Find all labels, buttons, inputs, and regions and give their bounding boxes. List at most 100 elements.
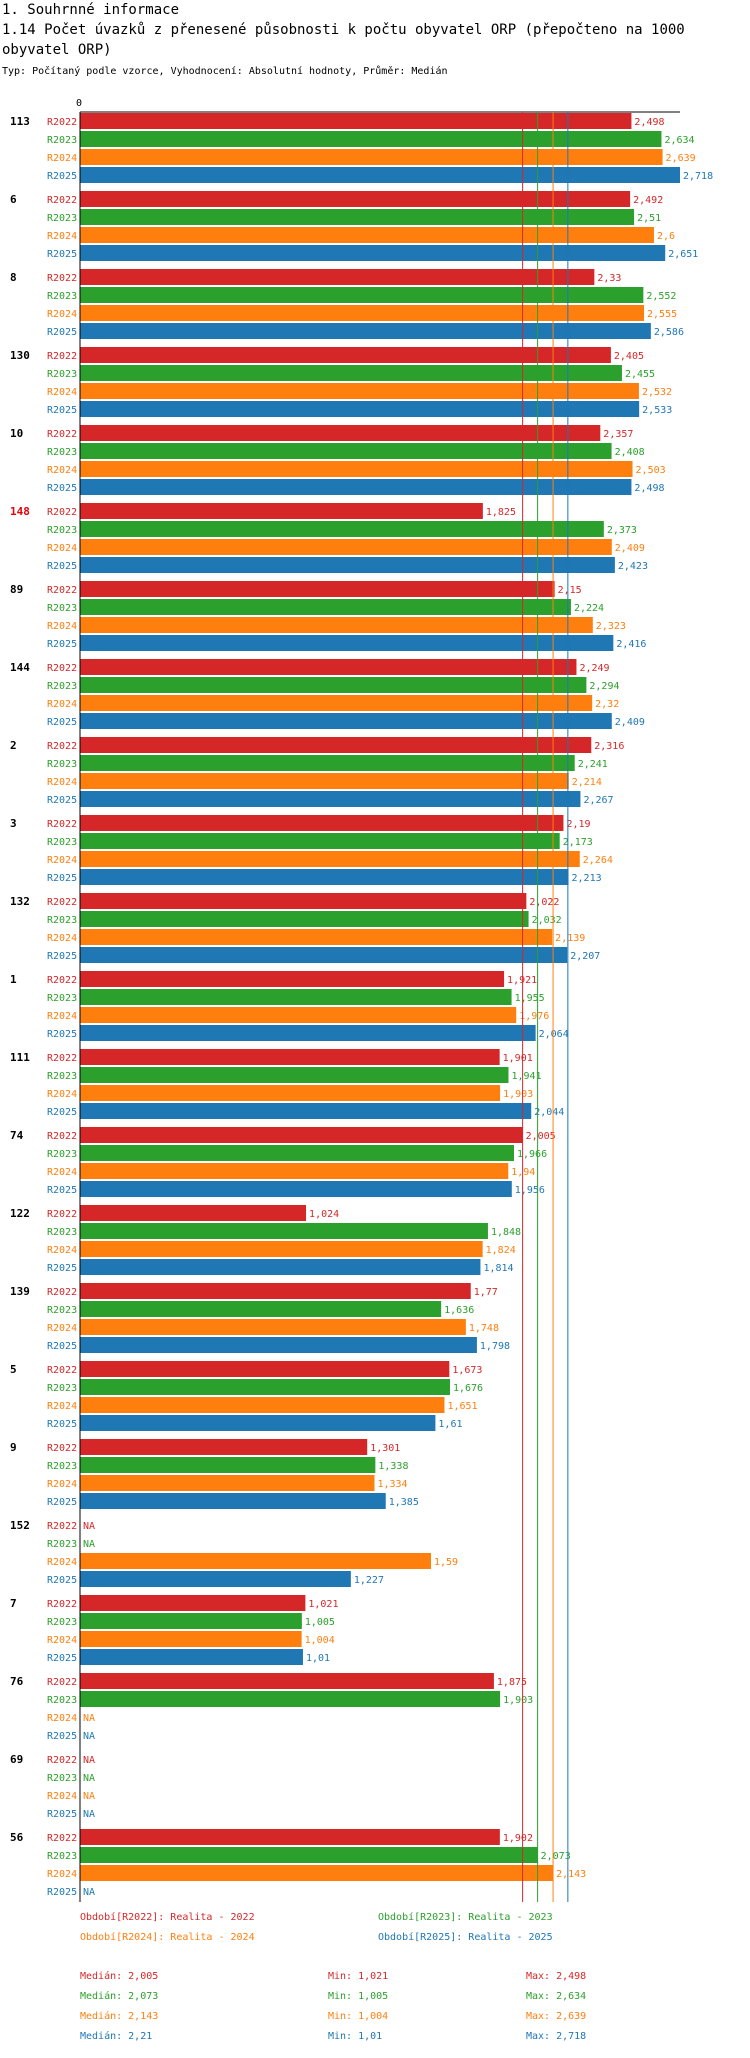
bar-R2025	[80, 791, 581, 807]
series-name-label: R2022	[47, 507, 77, 518]
value-label: 1,385	[389, 1497, 419, 1508]
value-label: 2,15	[558, 585, 582, 596]
bar-R2025	[80, 323, 651, 339]
value-label: 2,405	[614, 351, 644, 362]
series-name-label: R2025	[47, 1029, 77, 1040]
bar-R2025	[80, 1571, 351, 1587]
series-name-label: R2022	[47, 1833, 77, 1844]
bar-R2022	[80, 1205, 307, 1221]
bar-R2023	[80, 755, 575, 771]
category-label: 8	[10, 271, 17, 284]
value-label: 2,073	[541, 1851, 571, 1862]
value-label: 2,6	[657, 231, 675, 242]
series-name-label: R2022	[47, 351, 77, 362]
series-name-label: R2023	[47, 681, 77, 692]
series-name-label: R2023	[47, 1773, 77, 1784]
bar-R2025	[80, 713, 612, 729]
bar-R2025	[80, 479, 632, 495]
value-label: NA	[83, 1809, 95, 1820]
series-name-label: R2022	[47, 585, 77, 596]
series-name-label: R2025	[47, 873, 77, 884]
value-label: 2,416	[616, 639, 646, 650]
value-label: 1,848	[491, 1227, 521, 1238]
value-label: 1,901	[503, 1053, 533, 1064]
series-name-label: R2023	[47, 1851, 77, 1862]
stat-median: Medián: 2,005	[80, 1970, 158, 1982]
stat-max: Max: 2,498	[526, 1971, 586, 1982]
series-name-label: R2023	[47, 447, 77, 458]
series-name-label: R2022	[47, 1443, 77, 1454]
bar-R2023	[80, 989, 512, 1005]
bar-R2022	[80, 113, 632, 129]
bar-R2024	[80, 539, 612, 555]
stat-max: Max: 2,634	[526, 1991, 586, 2002]
bar-R2024	[80, 929, 553, 945]
value-label: 2,51	[637, 213, 661, 224]
bar-R2023	[80, 833, 560, 849]
value-label: 2,264	[583, 855, 613, 866]
category-label: 1	[10, 973, 17, 986]
value-label: 2,555	[647, 309, 677, 320]
bar-R2023	[80, 1067, 509, 1083]
bar-R2023	[80, 131, 662, 147]
value-label: 1,636	[444, 1305, 474, 1316]
stat-max: Max: 2,639	[526, 2011, 586, 2022]
value-label: 2,634	[664, 135, 694, 146]
value-label: 2,207	[570, 951, 600, 962]
series-name-label: R2022	[47, 1599, 77, 1610]
value-label: 1,941	[511, 1071, 541, 1082]
section-heading: 1. Souhrnné informace	[2, 2, 180, 18]
value-label: 1,903	[503, 1695, 533, 1706]
bar-R2022	[80, 581, 555, 597]
axis-zero-label: 0	[76, 98, 82, 109]
value-label: 2,241	[578, 759, 608, 770]
series-name-label: R2023	[47, 993, 77, 1004]
bar-R2024	[80, 1085, 501, 1101]
series-name-label: R2024	[47, 1557, 77, 1568]
bar-R2025	[80, 1025, 536, 1041]
legend-entry: Období[R2025]: Realita - 2025	[378, 1931, 553, 1943]
bar-R2024	[80, 1631, 302, 1647]
legend-entry: Období[R2023]: Realita - 2023	[378, 1911, 553, 1923]
value-label: NA	[83, 1539, 95, 1550]
series-name-label: R2025	[47, 639, 77, 650]
value-label: NA	[83, 1713, 95, 1724]
value-label: 1,875	[497, 1677, 527, 1688]
series-name-label: R2024	[47, 153, 77, 164]
value-label: 2,498	[634, 117, 664, 128]
bar-R2023	[80, 1223, 488, 1239]
value-label: 2,294	[589, 681, 619, 692]
bar-R2025	[80, 167, 680, 183]
series-name-label: R2022	[47, 195, 77, 206]
category-label: 76	[10, 1675, 24, 1688]
value-label: 1,005	[305, 1617, 335, 1628]
series-name-label: R2025	[47, 561, 77, 572]
series-name-label: R2023	[47, 1149, 77, 1160]
bar-R2023	[80, 1691, 501, 1707]
bar-R2023	[80, 599, 571, 615]
series-name-label: R2023	[47, 291, 77, 302]
value-label: 1,902	[503, 1833, 533, 1844]
bar-R2024	[80, 1007, 517, 1023]
bar-R2025	[80, 1493, 386, 1509]
bar-R2022	[80, 425, 601, 441]
value-label: 2,423	[618, 561, 648, 572]
series-name-label: R2022	[47, 273, 77, 284]
category-label: 74	[10, 1129, 24, 1142]
bar-R2025	[80, 1259, 481, 1275]
series-name-label: R2024	[47, 309, 77, 320]
value-label: 1,966	[517, 1149, 547, 1160]
series-name-label: R2025	[47, 1575, 77, 1586]
value-label: NA	[83, 1755, 95, 1766]
value-label: 2,32	[595, 699, 619, 710]
value-label: 1,976	[519, 1011, 549, 1022]
value-label: 2,409	[615, 543, 645, 554]
series-name-label: R2023	[47, 603, 77, 614]
bar-R2024	[80, 1163, 509, 1179]
category-label: 5	[10, 1363, 17, 1376]
value-label: NA	[83, 1887, 95, 1898]
value-label: 2,651	[668, 249, 698, 260]
value-label: 2,718	[683, 171, 713, 182]
bar-R2024	[80, 1865, 554, 1881]
